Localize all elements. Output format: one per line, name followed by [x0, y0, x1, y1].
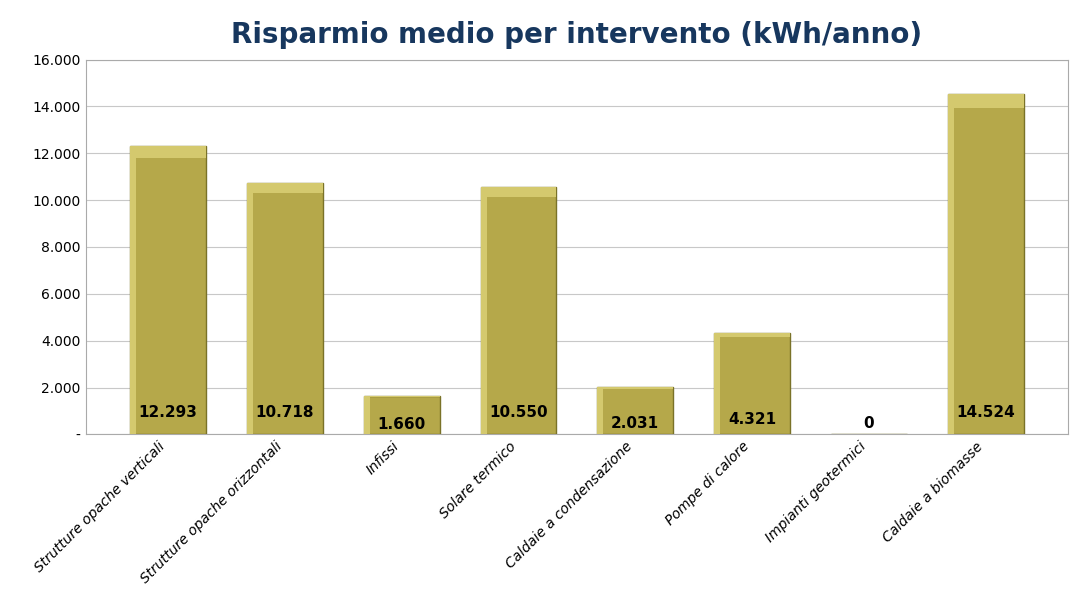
Bar — [247, 183, 253, 435]
Bar — [247, 183, 322, 435]
Text: 4.321: 4.321 — [727, 412, 776, 427]
Bar — [364, 396, 440, 435]
Text: 1.660: 1.660 — [378, 416, 426, 432]
Bar — [714, 333, 720, 435]
Bar — [364, 396, 440, 397]
Text: 10.718: 10.718 — [256, 405, 315, 420]
Text: 0: 0 — [864, 416, 874, 431]
Bar — [480, 187, 487, 435]
Bar — [131, 146, 206, 158]
Bar — [364, 396, 370, 435]
Title: Risparmio medio per intervento (kWh/anno): Risparmio medio per intervento (kWh/anno… — [231, 21, 922, 49]
Bar — [131, 146, 136, 435]
Bar — [714, 333, 790, 435]
Bar — [597, 387, 673, 388]
Bar — [947, 94, 1024, 435]
Bar — [947, 94, 1024, 107]
Text: 2.031: 2.031 — [611, 416, 659, 431]
Bar — [480, 187, 556, 435]
Bar — [131, 146, 206, 435]
Bar — [597, 387, 603, 435]
Bar — [247, 183, 322, 193]
Bar — [480, 187, 556, 197]
Bar — [947, 94, 954, 435]
Text: 12.293: 12.293 — [138, 405, 197, 420]
Text: 14.524: 14.524 — [956, 405, 1015, 420]
Text: 10.550: 10.550 — [489, 405, 548, 420]
Bar — [597, 387, 673, 435]
Bar — [714, 333, 790, 337]
